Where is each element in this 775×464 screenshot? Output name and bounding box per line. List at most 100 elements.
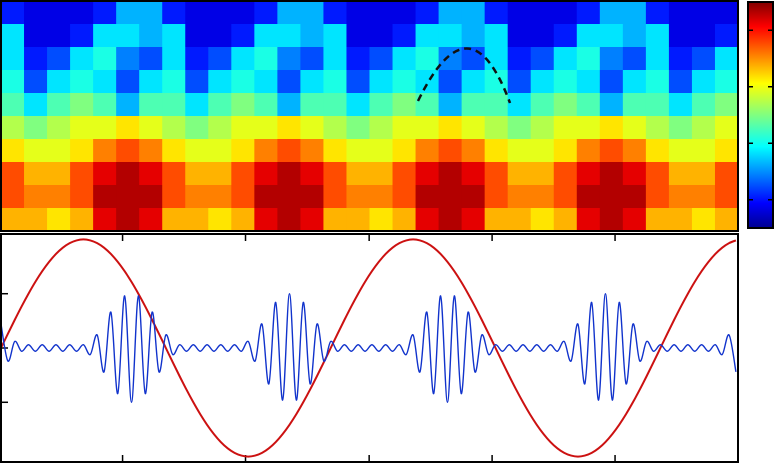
- heat-cell: [668, 47, 693, 71]
- heat-cell: [116, 208, 140, 232]
- heat-cell: [392, 70, 417, 94]
- heat-cell: [599, 162, 624, 186]
- heat-cell: [254, 185, 278, 209]
- heat-cell: [714, 116, 739, 140]
- heat-cell: [484, 208, 509, 232]
- heat-cell: [507, 162, 532, 186]
- heatmap-frame: [0, 0, 739, 232]
- heat-cell: [599, 139, 624, 163]
- heat-cell: [668, 93, 693, 117]
- heat-cell: [116, 185, 140, 209]
- heat-cell: [576, 1, 601, 25]
- heat-cell: [162, 208, 186, 232]
- heat-cell: [507, 70, 532, 94]
- heat-cell: [622, 47, 647, 71]
- heat-cell: [438, 93, 463, 117]
- heat-cell: [1, 24, 25, 48]
- heat-cell: [185, 47, 209, 71]
- heat-cell: [691, 93, 716, 117]
- heat-cell: [185, 162, 209, 186]
- heat-cell: [346, 70, 371, 94]
- heat-cell: [47, 116, 71, 140]
- heat-cell: [691, 185, 716, 209]
- heat-cell: [116, 24, 140, 48]
- heat-cell: [1, 1, 25, 25]
- heat-cell: [277, 93, 302, 117]
- heat-cell: [47, 1, 71, 25]
- heat-cell: [369, 208, 394, 232]
- heatmap: [1, 1, 739, 232]
- heat-cell: [70, 1, 94, 25]
- heat-cell: [277, 139, 302, 163]
- heat-cell: [438, 116, 463, 140]
- heat-cell: [139, 185, 163, 209]
- heat-cell: [231, 116, 255, 140]
- heat-cell: [369, 93, 394, 117]
- heat-cell: [24, 47, 48, 71]
- colorbar-ticks: [748, 29, 773, 201]
- heat-cell: [185, 93, 209, 117]
- heat-cell: [185, 139, 209, 163]
- heat-cell: [461, 116, 486, 140]
- heat-cell: [369, 47, 394, 71]
- heat-cell: [553, 185, 578, 209]
- heat-cell: [553, 93, 578, 117]
- heat-cell: [438, 139, 463, 163]
- heat-cell: [162, 1, 186, 25]
- heat-cell: [576, 70, 601, 94]
- heat-cell: [714, 47, 739, 71]
- heat-cell: [47, 70, 71, 94]
- heat-cell: [24, 93, 48, 117]
- heat-cell: [484, 162, 509, 186]
- heat-cell: [1, 93, 25, 117]
- heat-cell: [507, 93, 532, 117]
- heat-cell: [415, 185, 440, 209]
- heat-cell: [461, 208, 486, 232]
- heat-cell: [438, 70, 463, 94]
- heat-cell: [231, 162, 255, 186]
- heat-cell: [530, 185, 555, 209]
- heat-cell: [24, 208, 48, 232]
- heat-cell: [323, 185, 348, 209]
- heat-cell: [415, 47, 440, 71]
- heat-cell: [93, 139, 117, 163]
- heat-cell: [1, 47, 25, 71]
- heat-cell: [162, 139, 186, 163]
- heat-cell: [70, 185, 94, 209]
- heat-cell: [1, 185, 25, 209]
- heat-cell: [484, 47, 509, 71]
- heat-cell: [185, 208, 209, 232]
- heat-cell: [576, 24, 601, 48]
- heat-cell: [553, 47, 578, 71]
- heat-cell: [323, 1, 348, 25]
- heat-cell: [93, 1, 117, 25]
- heat-cell: [507, 185, 532, 209]
- heat-cell: [300, 1, 325, 25]
- heat-cell: [645, 208, 670, 232]
- heat-cell: [507, 139, 532, 163]
- heat-cell: [24, 24, 48, 48]
- heat-cell: [507, 116, 532, 140]
- heat-cell: [714, 1, 739, 25]
- heat-cell: [553, 162, 578, 186]
- heat-cell: [691, 162, 716, 186]
- heat-cell: [622, 93, 647, 117]
- heat-cell: [139, 47, 163, 71]
- heat-cell: [438, 47, 463, 71]
- heat-cell: [484, 1, 509, 25]
- heat-cell: [162, 93, 186, 117]
- heat-cell: [415, 139, 440, 163]
- heat-cell: [208, 93, 232, 117]
- heat-cell: [231, 70, 255, 94]
- heat-cell: [254, 70, 278, 94]
- heat-cell: [622, 208, 647, 232]
- heat-cell: [553, 208, 578, 232]
- heat-cell: [47, 24, 71, 48]
- heat-cell: [668, 116, 693, 140]
- heat-cell: [530, 70, 555, 94]
- heat-cell: [507, 208, 532, 232]
- heat-cell: [1, 162, 25, 186]
- heat-cell: [461, 24, 486, 48]
- line-plot: [0, 234, 737, 462]
